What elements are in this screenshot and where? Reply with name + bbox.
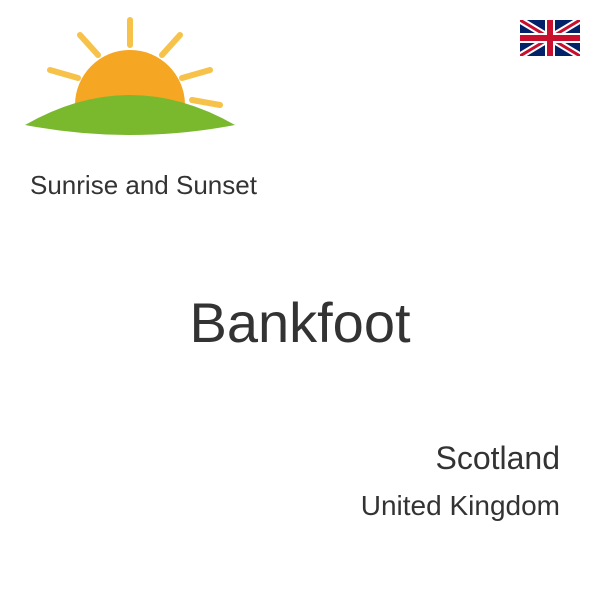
- country-name: United Kingdom: [361, 490, 560, 522]
- region-name: Scotland: [435, 440, 560, 477]
- sunrise-logo: [20, 10, 240, 160]
- place-name: Bankfoot: [0, 290, 600, 355]
- tagline-text: Sunrise and Sunset: [30, 170, 257, 201]
- uk-flag-icon: [520, 20, 580, 56]
